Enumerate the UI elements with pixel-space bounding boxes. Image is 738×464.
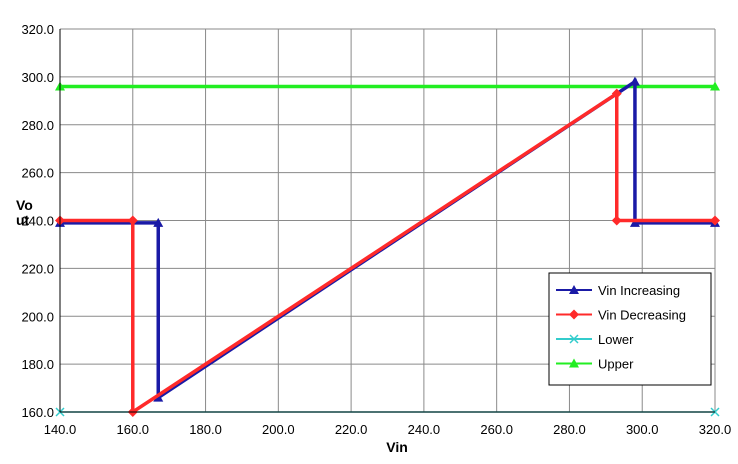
x-tick-label: 200.0 — [262, 422, 295, 437]
legend-marker — [569, 285, 579, 294]
data-point — [611, 88, 622, 99]
legend-entry: Lower — [598, 332, 634, 347]
series-vin-decreasing — [55, 88, 720, 417]
y-tick-label: 280.0 — [21, 118, 54, 133]
y-tick-label: 300.0 — [21, 70, 54, 85]
legend-marker — [569, 358, 579, 368]
legend-marker — [569, 334, 579, 344]
x-tick-label: 160.0 — [117, 422, 150, 437]
data-point — [127, 215, 138, 226]
x-axis-title: Vin — [386, 439, 408, 455]
y-tick-label: 220.0 — [21, 261, 54, 276]
x-tick-label: 180.0 — [189, 422, 222, 437]
legend-entry: Vin Increasing — [598, 283, 680, 298]
data-point — [710, 81, 720, 91]
series-upper — [55, 81, 720, 91]
legend: Vin Increasing Vin Decreasing Lower Upper — [548, 272, 712, 386]
series-layer — [55, 76, 720, 417]
y-tick-label: 260.0 — [21, 166, 54, 181]
y-tick-label: 320.0 — [21, 22, 54, 37]
y-axis-title-line2: ut — [16, 212, 30, 228]
x-tick-label: 140.0 — [44, 422, 77, 437]
x-tick-label: 240.0 — [408, 422, 441, 437]
data-point — [611, 215, 622, 226]
data-point — [629, 217, 640, 227]
x-tick-label: 220.0 — [335, 422, 368, 437]
y-axis-title: Vo ut — [16, 197, 33, 228]
y-axis-title-line1: Vo — [16, 197, 33, 213]
y-tick-label: 180.0 — [21, 357, 54, 372]
y-tick-label: 200.0 — [21, 309, 54, 324]
series-line — [60, 90, 715, 416]
x-tick-label: 280.0 — [553, 422, 586, 437]
legend-entry: Upper — [598, 357, 634, 372]
data-point — [629, 76, 640, 86]
x-tick-label: 300.0 — [626, 422, 659, 437]
legend-marker — [569, 309, 579, 320]
legend-entry: Vin Decreasing — [598, 308, 686, 323]
data-point — [153, 217, 164, 227]
x-tick-label: 260.0 — [480, 422, 513, 437]
y-tick-label: 240.0 — [21, 214, 54, 229]
x-tick-label: 320.0 — [699, 422, 732, 437]
axes: 140.0 160.0 180.0 200.0 220.0 240.0 260.0 280.0… — [21, 22, 731, 437]
y-tick-label: 160.0 — [21, 405, 54, 420]
data-point — [710, 215, 720, 226]
